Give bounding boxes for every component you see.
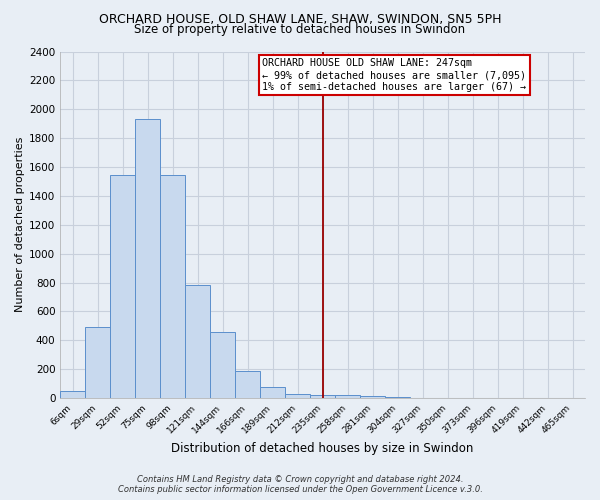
Bar xyxy=(210,332,235,398)
Text: ORCHARD HOUSE, OLD SHAW LANE, SHAW, SWINDON, SN5 5PH: ORCHARD HOUSE, OLD SHAW LANE, SHAW, SWIN… xyxy=(99,12,501,26)
Bar xyxy=(260,386,285,398)
Bar xyxy=(385,396,410,398)
Bar xyxy=(335,395,360,398)
Bar xyxy=(160,175,185,398)
Bar xyxy=(285,394,310,398)
Bar xyxy=(185,286,210,398)
Text: Contains HM Land Registry data © Crown copyright and database right 2024.
Contai: Contains HM Land Registry data © Crown c… xyxy=(118,474,482,494)
Text: Size of property relative to detached houses in Swindon: Size of property relative to detached ho… xyxy=(134,22,466,36)
Bar xyxy=(110,175,135,398)
Bar xyxy=(310,395,335,398)
Bar xyxy=(135,120,160,398)
Bar xyxy=(60,391,85,398)
Text: ORCHARD HOUSE OLD SHAW LANE: 247sqm
← 99% of detached houses are smaller (7,095): ORCHARD HOUSE OLD SHAW LANE: 247sqm ← 99… xyxy=(262,58,526,92)
Bar xyxy=(360,396,385,398)
Bar xyxy=(235,372,260,398)
X-axis label: Distribution of detached houses by size in Swindon: Distribution of detached houses by size … xyxy=(172,442,474,455)
Y-axis label: Number of detached properties: Number of detached properties xyxy=(15,137,25,312)
Bar xyxy=(85,328,110,398)
